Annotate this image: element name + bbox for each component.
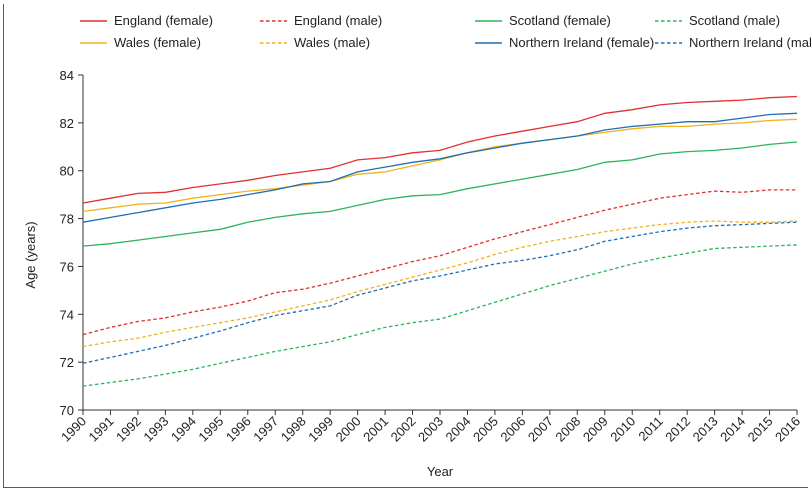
y-tick-label: 72 [60,355,74,370]
x-tick-label: 1997 [250,414,281,445]
y-tick-label: 80 [60,164,74,179]
x-tick-label: 1996 [223,414,254,445]
x-tick-label: 2000 [333,414,364,445]
y-tick-label: 78 [60,212,74,227]
x-tick-label: 2008 [552,414,583,445]
series-line-scotland-male [82,244,798,387]
y-tick-label: 84 [60,68,74,83]
x-tick-label: 2012 [662,414,693,445]
x-tick-label: 1994 [168,414,199,445]
legend-label: Wales (male) [294,35,370,50]
x-tick-label: 2009 [580,414,611,445]
legend-label: Northern Ireland (female) [509,35,654,50]
y-tick-label: 70 [60,403,74,418]
series-line-wales-female [82,118,798,213]
x-tick-label: 2004 [443,414,474,445]
x-tick-label: 2002 [388,414,419,445]
plot-area [82,95,798,387]
x-tick-label: 1993 [140,414,171,445]
y-tick-label: 76 [60,259,74,274]
series-line-scotland-female [82,141,798,247]
y-tick-label: 82 [60,116,74,131]
legend-label: Northern Ireland (male) [689,35,811,50]
x-tick-label: 1992 [113,414,144,445]
x-tick-label: 2016 [772,414,803,445]
legend-label: England (female) [114,13,213,28]
series-line-england-male [82,189,797,336]
x-tick-label: 1991 [86,414,117,445]
legend: England (female) England (male) Scotland (… [80,13,811,50]
x-tick-label: 1999 [305,414,336,445]
x-tick-label: 1995 [195,414,226,445]
legend-label: Scotland (female) [509,13,611,28]
legend-label: England (male) [294,13,382,28]
x-tick-label: 1998 [278,414,309,445]
x-tick-label: 2011 [635,414,665,444]
x-tick-label: 2005 [470,414,501,445]
legend-label: Wales (female) [114,35,201,50]
x-tick-label: 1990 [58,414,89,445]
series-line-england-female [82,95,798,204]
x-tick-label: 2001 [360,414,391,445]
y-axis-title: Age (years) [23,221,38,288]
axes: 70 72 74 76 78 80 82 84 199019911992199319941995… [58,68,803,445]
x-tick-label: 2003 [415,414,446,445]
chart-frame [3,4,808,488]
y-tick-label: 74 [60,307,74,322]
x-tick-label: 2006 [497,414,528,445]
x-tick-label: 2014 [717,414,748,445]
series-line-northern-ireland-female [82,112,798,223]
x-tick-label: 2015 [745,414,776,445]
x-tick-label: 2010 [607,414,638,445]
series-line-northern-ireland-male [82,221,798,364]
legend-label: Scotland (male) [689,13,780,28]
x-tick-label: 2007 [525,414,556,445]
series-line-wales-male [82,220,798,348]
x-axis-title: Year [427,464,454,479]
x-tick-label: 2013 [690,414,721,445]
